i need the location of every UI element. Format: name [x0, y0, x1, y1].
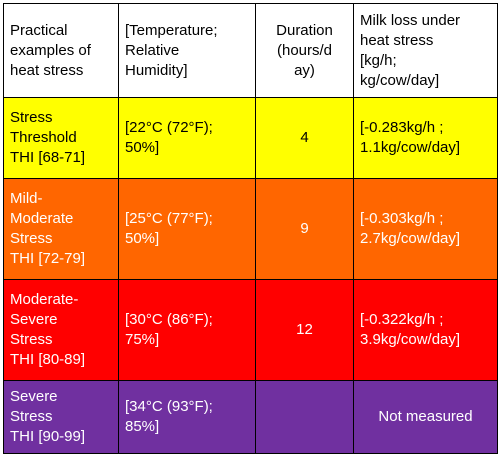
table-row: Stress Threshold THI [68-71] [22°C (72°F…	[3, 97, 498, 179]
header-duration: Duration (hours/d ay)	[255, 3, 354, 98]
duration-cell: 4	[255, 97, 354, 179]
conditions-cell: [34°C (93°F); 85%]	[118, 380, 256, 454]
conditions-cell: [25°C (77°F); 50%]	[118, 178, 256, 280]
heat-stress-table: Practical examples of heat stress [Tempe…	[3, 3, 498, 454]
table-header-row: Practical examples of heat stress [Tempe…	[3, 3, 498, 98]
header-temperature-humidity: [Temperature; Relative Humidity]	[118, 3, 256, 98]
duration-cell: 9	[255, 178, 354, 280]
conditions-cell: [30°C (86°F); 75%]	[118, 279, 256, 381]
table-row: Severe Stress THI [90-99] [34°C (93°F); …	[3, 380, 498, 454]
milk-loss-cell: [-0.283kg/h ; 1.1kg/cow/day]	[353, 97, 498, 179]
stress-level-cell: Mild- Moderate Stress THI [72-79]	[3, 178, 119, 280]
header-practical-examples: Practical examples of heat stress	[3, 3, 119, 98]
milk-loss-cell: [-0.303kg/h ; 2.7kg/cow/day]	[353, 178, 498, 280]
header-milk-loss: Milk loss under heat stress [kg/h; kg/co…	[353, 3, 498, 98]
milk-loss-cell: Not measured	[353, 380, 498, 454]
conditions-cell: [22°C (72°F); 50%]	[118, 97, 256, 179]
stress-level-cell: Severe Stress THI [90-99]	[3, 380, 119, 454]
table-row: Moderate- Severe Stress THI [80-89] [30°…	[3, 279, 498, 381]
stress-level-cell: Stress Threshold THI [68-71]	[3, 97, 119, 179]
table-row: Mild- Moderate Stress THI [72-79] [25°C …	[3, 178, 498, 280]
milk-loss-cell: [-0.322kg/h ; 3.9kg/cow/day]	[353, 279, 498, 381]
duration-cell	[255, 380, 354, 454]
stress-level-cell: Moderate- Severe Stress THI [80-89]	[3, 279, 119, 381]
duration-cell: 12	[255, 279, 354, 381]
